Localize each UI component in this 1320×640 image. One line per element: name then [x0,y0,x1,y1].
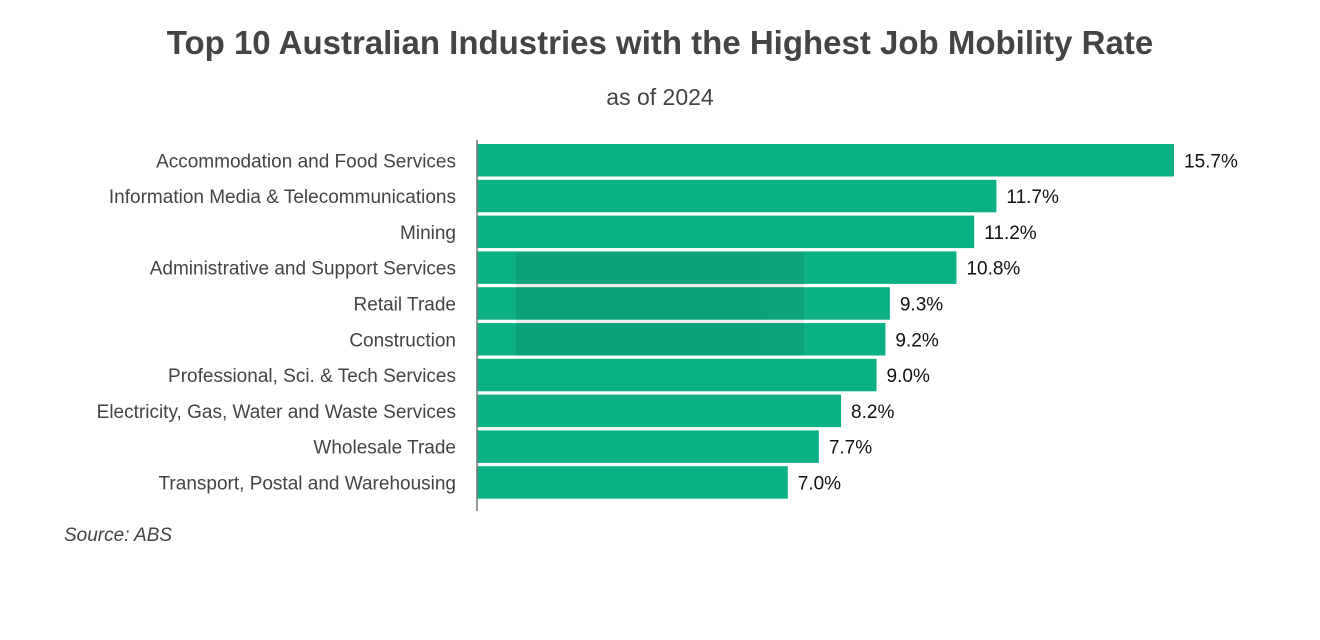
category-label: Professional, Sci. & Tech Services [168,366,456,387]
svg-text:InvestorKit: InvestorKit [538,283,727,327]
category-label: Transport, Postal and Warehousing [159,473,456,494]
data-label: 8.2% [851,402,894,423]
category-label: Wholesale Trade [313,438,456,459]
data-label: 9.2% [895,330,938,351]
data-label: 7.7% [829,438,872,459]
data-label: 11.7% [1006,187,1059,208]
category-label: Information Media & Telecommunications [109,187,456,208]
category-label: Construction [349,330,456,351]
bar [477,430,819,463]
category-label: Administrative and Support Services [150,259,456,280]
watermark-logo: InvestorKit [516,252,804,356]
category-label: Retail Trade [354,294,456,315]
bar [477,466,788,499]
data-label: 15.7% [1184,151,1238,172]
bar [477,179,997,213]
category-label: Electricity, Gas, Water and Waste Servic… [97,402,456,423]
chart-subtitle: as of 2024 [606,84,714,110]
bar [477,394,842,428]
bar [477,323,886,356]
bar [477,215,975,249]
bar [477,287,890,320]
bar [477,251,957,284]
category-label: Mining [400,223,456,244]
data-label: 7.0% [798,473,841,494]
category-label: Accommodation and Food Services [156,151,456,172]
data-label: 9.3% [900,294,943,315]
bar [477,358,877,392]
data-label: 9.0% [887,366,930,387]
chart-title: Top 10 Australian Industries with the Hi… [166,24,1154,61]
bar [477,144,1174,177]
source-note: Source: ABS [64,525,173,546]
data-label: 10.8% [966,259,1020,280]
data-label: 11.2% [984,223,1037,244]
